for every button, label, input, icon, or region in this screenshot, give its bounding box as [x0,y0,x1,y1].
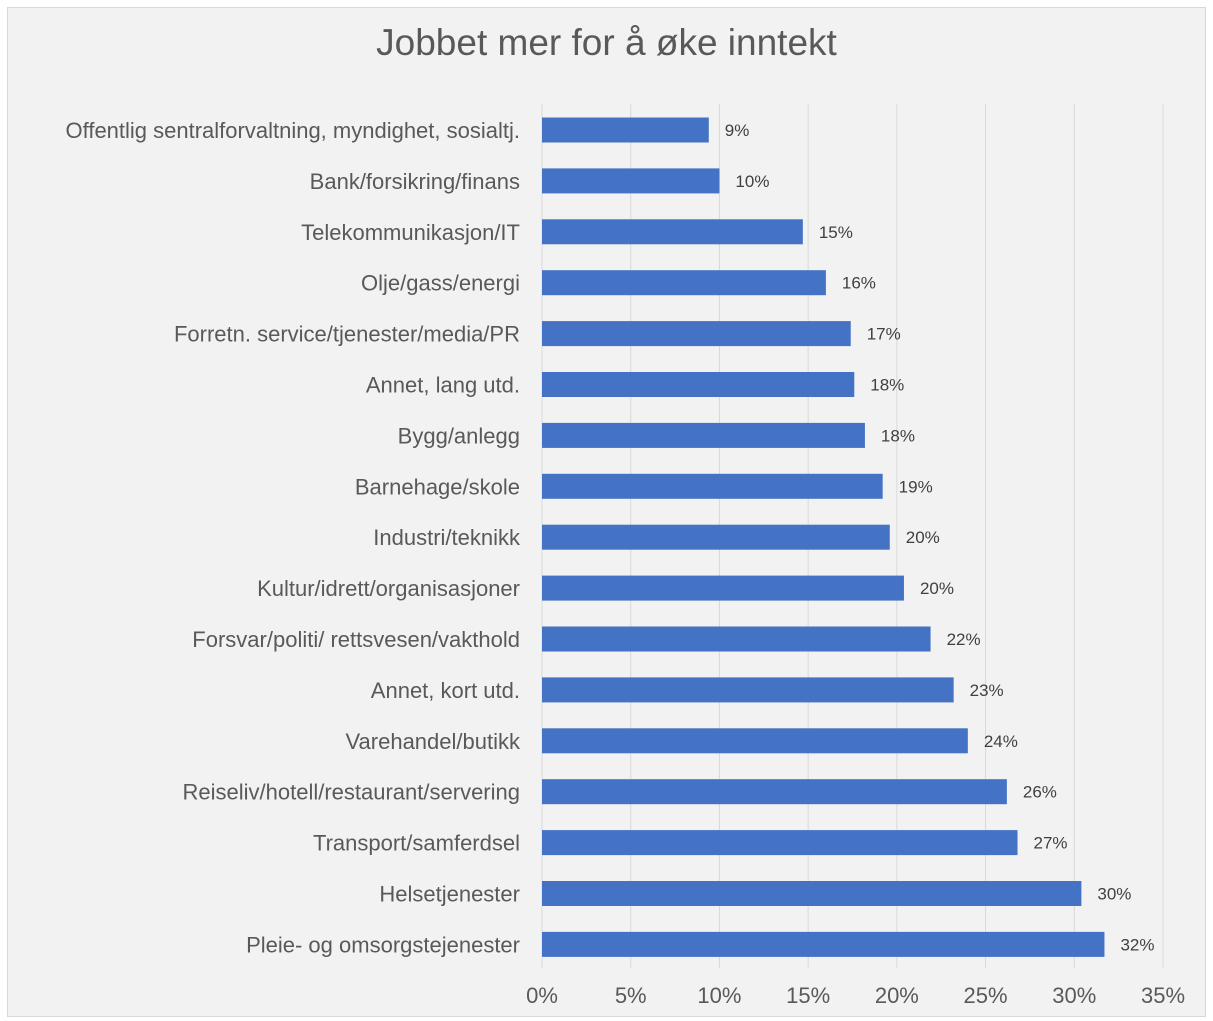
bar [542,422,865,448]
bar [542,372,855,397]
category-label: Varehandel/butikk [346,729,521,754]
chart-title: Jobbet mer for å øke inntekt [376,22,837,63]
data-label: 23% [970,681,1004,700]
data-label: 22% [947,630,981,649]
category-label: Industri/teknikk [373,525,521,550]
bar [542,321,851,347]
category-label: Annet, lang utd. [366,373,520,398]
x-tick-label: 0% [526,983,558,1008]
data-label: 19% [899,477,933,496]
data-label: 10% [735,172,769,191]
data-label: 26% [1023,783,1057,802]
data-label: 32% [1120,935,1154,954]
data-label: 17% [867,325,901,344]
x-tick-label: 10% [697,983,741,1008]
bar [542,728,968,754]
category-label: Reiseliv/hotell/restaurant/servering [183,780,521,805]
category-label: Bank/forsikring/finans [310,169,520,194]
category-label: Offentlig sentralforvaltning, myndighet,… [66,118,521,143]
category-label: Transport/samferdsel [313,831,520,856]
category-label: Barnehage/skole [355,474,520,499]
bar [542,830,1018,856]
x-tick-label: 25% [964,983,1008,1008]
x-tick-label: 15% [786,983,830,1008]
category-label: Kultur/idrett/organisasjoner [257,576,520,601]
data-label: 18% [870,376,904,395]
x-tick-label: 35% [1141,983,1185,1008]
data-label: 20% [906,528,940,547]
data-label: 18% [881,426,915,445]
data-label: 24% [984,732,1018,751]
bar [542,270,826,296]
category-label: Annet, kort utd. [371,678,520,703]
bar [542,117,709,143]
data-label: 9% [725,121,750,140]
bar [542,626,931,652]
category-label: Telekommunikasjon/IT [301,220,520,245]
bar [542,881,1082,906]
category-label: Helsetjenester [379,882,520,907]
data-label: 27% [1034,834,1068,853]
bar [542,677,954,703]
category-label: Pleie- og omsorgstejenester [246,932,520,957]
category-label: Olje/gass/energi [361,271,520,296]
data-label: 20% [920,579,954,598]
data-label: 30% [1097,885,1131,904]
category-label: Forsvar/politi/ rettsvesen/vakthold [192,627,520,652]
bar [542,524,890,550]
data-label: 15% [819,223,853,242]
bar [542,473,883,499]
bar [542,779,1007,805]
category-label: Forretn. service/tjenester/media/PR [174,322,520,347]
x-tick-label: 20% [875,983,919,1008]
x-tick-label: 5% [615,983,647,1008]
x-tick-label: 30% [1052,983,1096,1008]
bar [542,931,1105,957]
category-label: Bygg/anlegg [398,423,520,448]
bar [542,575,904,601]
bar [542,168,720,194]
bar [542,219,803,245]
data-label: 16% [842,274,876,293]
